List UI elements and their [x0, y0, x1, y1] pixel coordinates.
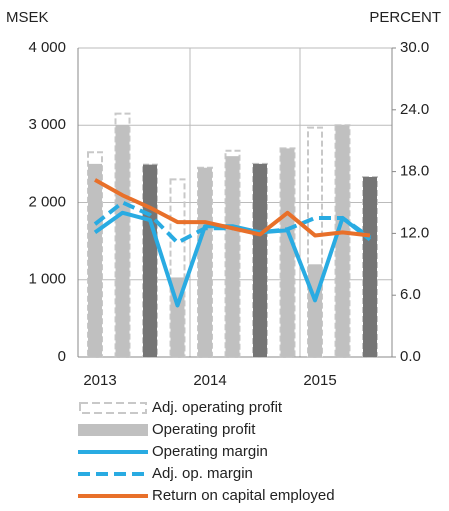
x-tick-label: 2015	[303, 372, 336, 389]
x-tick-label: 2013	[83, 372, 116, 389]
y2-tick-label: 12.0	[400, 224, 429, 241]
bar	[198, 167, 212, 357]
bar	[253, 163, 267, 357]
legend-swatch	[79, 402, 147, 414]
bar	[363, 177, 377, 357]
y2-tick-label: 6.0	[400, 286, 421, 303]
y2-tick-label: 0.0	[400, 348, 421, 365]
legend-label: Operating margin	[152, 443, 268, 460]
bar	[225, 156, 240, 357]
y2-tick-label: 30.0	[400, 39, 429, 56]
bar	[335, 125, 350, 357]
y-axis-title: MSEK	[6, 9, 49, 26]
y2-tick-label: 24.0	[400, 101, 429, 118]
legend-label: Return on capital employed	[152, 487, 335, 504]
bar	[308, 264, 322, 357]
x-tick-label: 2014	[193, 372, 226, 389]
bar	[88, 163, 102, 357]
legend-swatch	[78, 424, 148, 436]
y2-tick-label: 18.0	[400, 163, 429, 180]
y-tick-label: 3 000	[28, 116, 66, 133]
y-tick-label: 2 000	[28, 193, 66, 210]
y-tick-label: 0	[58, 348, 66, 365]
line	[94, 178, 371, 238]
bar	[280, 148, 295, 357]
legend-label: Operating profit	[152, 421, 256, 438]
bar	[115, 125, 130, 357]
bar	[143, 164, 157, 357]
legend-label: Adj. op. margin	[152, 465, 253, 482]
y-tick-label: 4 000	[28, 39, 66, 56]
y-tick-label: 1 000	[28, 271, 66, 288]
legend-label: Adj. operating profit	[152, 399, 283, 416]
line	[93, 210, 372, 308]
adj-bar	[307, 126, 323, 358]
y2-axis-title: PERCENT	[369, 9, 441, 26]
